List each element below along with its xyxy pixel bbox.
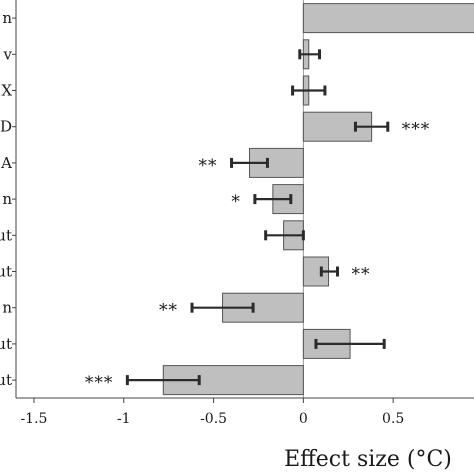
error-bar-4 [230, 157, 269, 168]
error-bar-3 [353, 121, 390, 132]
error-bar-5 [253, 194, 293, 205]
x-tick-label-2: -0.5 [200, 411, 227, 427]
y-tick-label-5: n [2, 190, 12, 208]
plot-area: ************* [85, 0, 474, 398]
y-tick-label-1: v [3, 45, 13, 63]
y-tick-label-7: ut [0, 263, 12, 281]
significance-label-7: ** [351, 265, 370, 285]
significance-labels-group: ************* [85, 120, 431, 393]
significance-label-4: ** [199, 156, 218, 176]
x-tick-label-4: 0.5 [382, 411, 404, 427]
error-bars-group [125, 49, 390, 386]
error-bar-9 [314, 338, 386, 349]
error-bar-10 [125, 375, 201, 386]
bar-0 [302, 3, 474, 34]
x-axis-title: Effect size (°C) [284, 447, 452, 472]
y-tick-label-6: ut [0, 226, 12, 244]
significance-label-3: *** [402, 120, 431, 140]
significance-label-8: ** [159, 301, 178, 321]
y-tick-label-4: A [0, 154, 12, 172]
y-tick-label-10: ut [0, 371, 12, 389]
significance-label-5: * [231, 192, 241, 212]
y-tick-label-3: D [0, 118, 12, 136]
error-bar-2 [291, 85, 327, 96]
x-tick-label-1: -1 [117, 411, 131, 427]
bars-group [162, 3, 474, 396]
y-tick-label-8: n [2, 299, 12, 317]
error-bar-1 [298, 49, 322, 60]
error-bar-7 [319, 266, 339, 277]
y-tick-label-2: X [1, 82, 12, 100]
x-tick-label-0: -1.5 [20, 411, 47, 427]
error-bar-8 [190, 302, 255, 313]
x-axis: -1.5 -1 -0.5 0 0.5 [16, 397, 474, 427]
significance-label-10: *** [85, 373, 114, 393]
error-bar-6 [264, 230, 305, 241]
y-tick-label-0: n [2, 9, 12, 27]
y-tick-label-9: ut [0, 335, 12, 353]
x-tick-label-3: 0 [299, 411, 308, 427]
